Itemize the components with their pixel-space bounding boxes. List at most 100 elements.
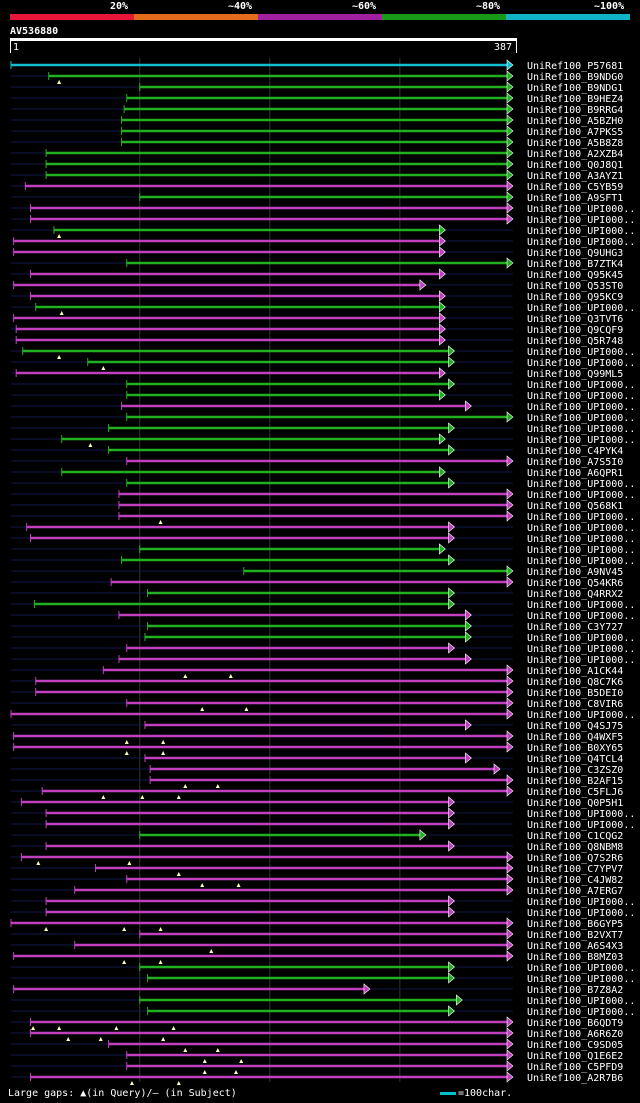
hit-row[interactable]: UniRef100_A6QPR1	[11, 466, 623, 479]
hit-row[interactable]: UniRef100_UPI000..	[11, 301, 635, 315]
hit-row[interactable]: UniRef100_UPI000..	[11, 631, 635, 644]
hit-row[interactable]: UniRef100_A1CK44	[11, 664, 623, 678]
hit-row[interactable]: UniRef100_UPI000..	[11, 389, 635, 402]
gap-marker	[202, 1059, 207, 1063]
hit-row[interactable]: UniRef100_C5YB59	[11, 180, 623, 193]
hit-row[interactable]: UniRef100_Q4RRX2	[11, 587, 623, 600]
hit-row[interactable]: UniRef100_A5BZH0	[11, 114, 623, 127]
hit-row[interactable]: UniRef100_B9NDG0	[11, 70, 623, 84]
hit-row[interactable]: UniRef100_A9SFT1	[11, 191, 623, 204]
hit-row[interactable]: UniRef100_UPI000..	[11, 532, 635, 545]
hit-row[interactable]: UniRef100_UPI000..	[11, 543, 635, 556]
hit-row[interactable]: UniRef100_C9SD05	[11, 1038, 623, 1052]
hit-row[interactable]: UniRef100_UPI000..	[11, 994, 635, 1007]
hit-row[interactable]: UniRef100_A2R7B6	[11, 1071, 623, 1085]
hit-row[interactable]: UniRef100_UPI000..	[11, 224, 635, 238]
hit-row[interactable]: UniRef100_C4JW82	[11, 873, 623, 887]
hit-row[interactable]: UniRef100_Q53ST0	[11, 279, 623, 292]
hit-row[interactable]: UniRef100_B9NDG1	[11, 81, 623, 94]
hit-row[interactable]: UniRef100_Q5R748	[11, 334, 623, 347]
hit-row[interactable]: UniRef100_Q1E6E2	[11, 1049, 623, 1063]
hit-row[interactable]: UniRef100_UPI000..	[11, 972, 635, 985]
hit-row[interactable]: UniRef100_B6GYP5	[10, 917, 623, 931]
hit-row[interactable]: UniRef100_Q95K45	[11, 268, 623, 281]
hit-row[interactable]: UniRef100_C3Y727	[11, 620, 623, 633]
hit-row[interactable]: UniRef100_B9HEZ4	[11, 92, 623, 105]
hit-row[interactable]: UniRef100_B9RRG4	[11, 103, 623, 116]
hit-row[interactable]: UniRef100_UPI000..	[11, 400, 635, 413]
hit-row[interactable]: UniRef100_Q9CQF9	[11, 323, 623, 336]
hit-row[interactable]: UniRef100_UPI000..	[11, 961, 635, 974]
hit-row[interactable]: UniRef100_UPI000..	[11, 477, 635, 490]
hit-row[interactable]: UniRef100_Q9UHG3	[11, 246, 623, 259]
hit-row[interactable]: UniRef100_A3AYZ1	[11, 169, 623, 182]
hit-row[interactable]: UniRef100_Q3TVT6	[11, 312, 623, 325]
hit-row[interactable]: UniRef100_UPI000..	[11, 906, 635, 919]
hit-row[interactable]: UniRef100_UPI000..	[11, 554, 635, 567]
hit-row[interactable]: UniRef100_B2AF15	[11, 774, 623, 788]
hit-row[interactable]: UniRef100_C5FLJ6	[11, 785, 623, 799]
hit-row[interactable]: UniRef100_C5PFD9	[11, 1060, 623, 1074]
hit-row[interactable]: UniRef100_UPI000..	[11, 510, 635, 524]
hit-row[interactable]: UniRef100_UPI000..	[11, 653, 635, 666]
hit-row[interactable]: UniRef100_C1CQG2	[11, 829, 623, 842]
hit-row[interactable]: UniRef100_Q568K1	[11, 499, 623, 512]
hit-row[interactable]: UniRef100_UPI000..	[11, 213, 635, 226]
hit-row[interactable]: UniRef100_UPI000..	[11, 642, 635, 655]
hit-row[interactable]: UniRef100_C8VIR6	[11, 697, 623, 711]
hit-arrow	[506, 565, 514, 577]
hit-row[interactable]: UniRef100_B2VXT7	[11, 928, 623, 941]
hit-row[interactable]: UniRef100_UPI000..	[11, 895, 635, 908]
hit-row[interactable]: UniRef100_A6S4X3	[11, 939, 623, 953]
gap-marker	[228, 674, 233, 678]
gap-marker	[158, 960, 163, 964]
hit-row[interactable]: UniRef100_UPI000..	[11, 422, 635, 435]
hit-row[interactable]: UniRef100_A7PKS5	[11, 125, 623, 138]
hit-row[interactable]: UniRef100_Q4WXF5	[11, 730, 623, 744]
hit-row[interactable]: UniRef100_B5DEI0	[11, 686, 623, 699]
hit-row[interactable]: UniRef100_UPI000..	[11, 433, 635, 447]
hit-row[interactable]: UniRef100_C7YPV7	[11, 862, 623, 876]
hit-row[interactable]: UniRef100_UPI000..	[11, 598, 635, 611]
hit-row[interactable]: UniRef100_UPI000..	[11, 345, 635, 359]
hit-label: UniRef100_UPI000..	[527, 996, 635, 1007]
hit-row[interactable]: UniRef100_Q4TCL4	[11, 752, 623, 765]
hit-row[interactable]: UniRef100_B6QDT9	[11, 1016, 623, 1030]
hit-row[interactable]: UniRef100_A6R6Z0	[11, 1027, 623, 1041]
hit-row[interactable]: UniRef100_A5B8Z8	[11, 136, 623, 149]
hit-row[interactable]: UniRef100_UPI000..	[11, 521, 635, 534]
hit-row[interactable]: UniRef100_UPI000..	[11, 411, 635, 424]
hit-row[interactable]: UniRef100_C3ZSZ0	[11, 763, 623, 776]
hit-row[interactable]: UniRef100_UPI000..	[11, 818, 635, 831]
hit-row[interactable]: UniRef100_B0XY65	[11, 741, 623, 755]
hit-row[interactable]: UniRef100_UPI000..	[11, 202, 635, 215]
hit-row[interactable]: UniRef100_UPI000..	[11, 235, 635, 248]
hit-row[interactable]: UniRef100_Q99ML5	[11, 367, 623, 380]
hit-arrow	[465, 631, 472, 643]
hit-row[interactable]: UniRef100_A7S5I0	[11, 455, 623, 468]
hit-row[interactable]: UniRef100_UPI000..	[11, 488, 635, 501]
hit-row[interactable]: UniRef100_Q7S2R6	[11, 851, 623, 865]
hit-row[interactable]: UniRef100_B8MZ03	[11, 950, 623, 964]
hit-row[interactable]: UniRef100_UPI000..	[11, 378, 635, 391]
hit-row[interactable]: UniRef100_C4PYK4	[11, 444, 623, 457]
hit-row[interactable]: UniRef100_UPI000..	[11, 609, 635, 622]
hit-row[interactable]: UniRef100_Q95KC9	[11, 290, 623, 303]
hit-row[interactable]: UniRef100_A2XZB4	[11, 147, 623, 160]
hit-row[interactable]: UniRef100_B7Z8A2	[11, 983, 623, 996]
hit-row[interactable]: UniRef100_Q54KR6	[11, 576, 623, 589]
hit-row[interactable]: UniRef100_Q4SJ75	[11, 719, 623, 732]
hit-row[interactable]: UniRef100_Q8NBM8	[11, 840, 623, 853]
hit-row[interactable]: UniRef100_Q8C7K6	[11, 675, 623, 688]
hit-row[interactable]: UniRef100_A7ERG7	[11, 884, 623, 897]
hit-row[interactable]: UniRef100_P57681	[10, 59, 623, 72]
hit-row[interactable]: UniRef100_B7ZTK4	[11, 257, 623, 270]
hit-row[interactable]: UniRef100_A9NV45	[11, 565, 623, 578]
hit-row[interactable]: UniRef100_Q0P5H1	[11, 796, 623, 809]
hit-row[interactable]: UniRef100_Q0J8Q1	[11, 158, 623, 171]
hit-arrow	[506, 730, 514, 742]
hit-row[interactable]: UniRef100_UPI000..	[11, 807, 635, 820]
hit-row[interactable]: UniRef100_UPI000..	[11, 356, 635, 370]
hit-row[interactable]: UniRef100_UPI000..	[10, 708, 635, 721]
hit-row[interactable]: UniRef100_UPI000..	[11, 1005, 635, 1018]
